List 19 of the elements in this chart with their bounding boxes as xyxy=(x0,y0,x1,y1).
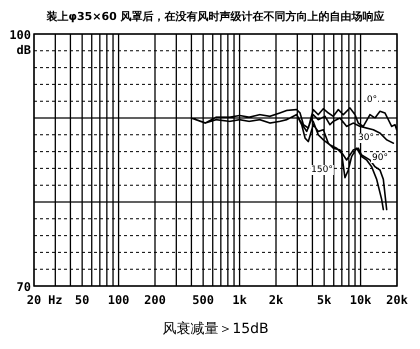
y-tick-label: 70 xyxy=(16,280,31,294)
x-tick-label: Hz xyxy=(48,293,63,307)
x-tick-label: 100 xyxy=(108,293,130,307)
x-tick-label: 200 xyxy=(144,293,166,307)
x-tick-label: 500 xyxy=(192,293,214,307)
x-tick-label: 20 xyxy=(26,293,42,307)
x-tick-label: 5k xyxy=(316,293,332,307)
chart-title: 装上φ35×60 风罩后，在没有风时声级计在不同方向上的自由场响应 xyxy=(45,10,385,23)
y-axis-title: dB xyxy=(16,43,31,57)
x-tick-label: 1k xyxy=(232,293,248,307)
x-axis-title: 风衰减量＞15dB xyxy=(162,321,269,337)
series-name: 90° xyxy=(371,153,389,163)
series-name: 0° xyxy=(366,95,378,105)
series-name: 150° xyxy=(310,165,334,175)
x-tick-label: 2k xyxy=(268,293,284,307)
x-tick-label: 10k xyxy=(350,293,372,307)
x-tick-label: 20k xyxy=(386,293,409,307)
series-name: 30° xyxy=(357,133,375,143)
x-tick-label: 50 xyxy=(74,293,90,307)
